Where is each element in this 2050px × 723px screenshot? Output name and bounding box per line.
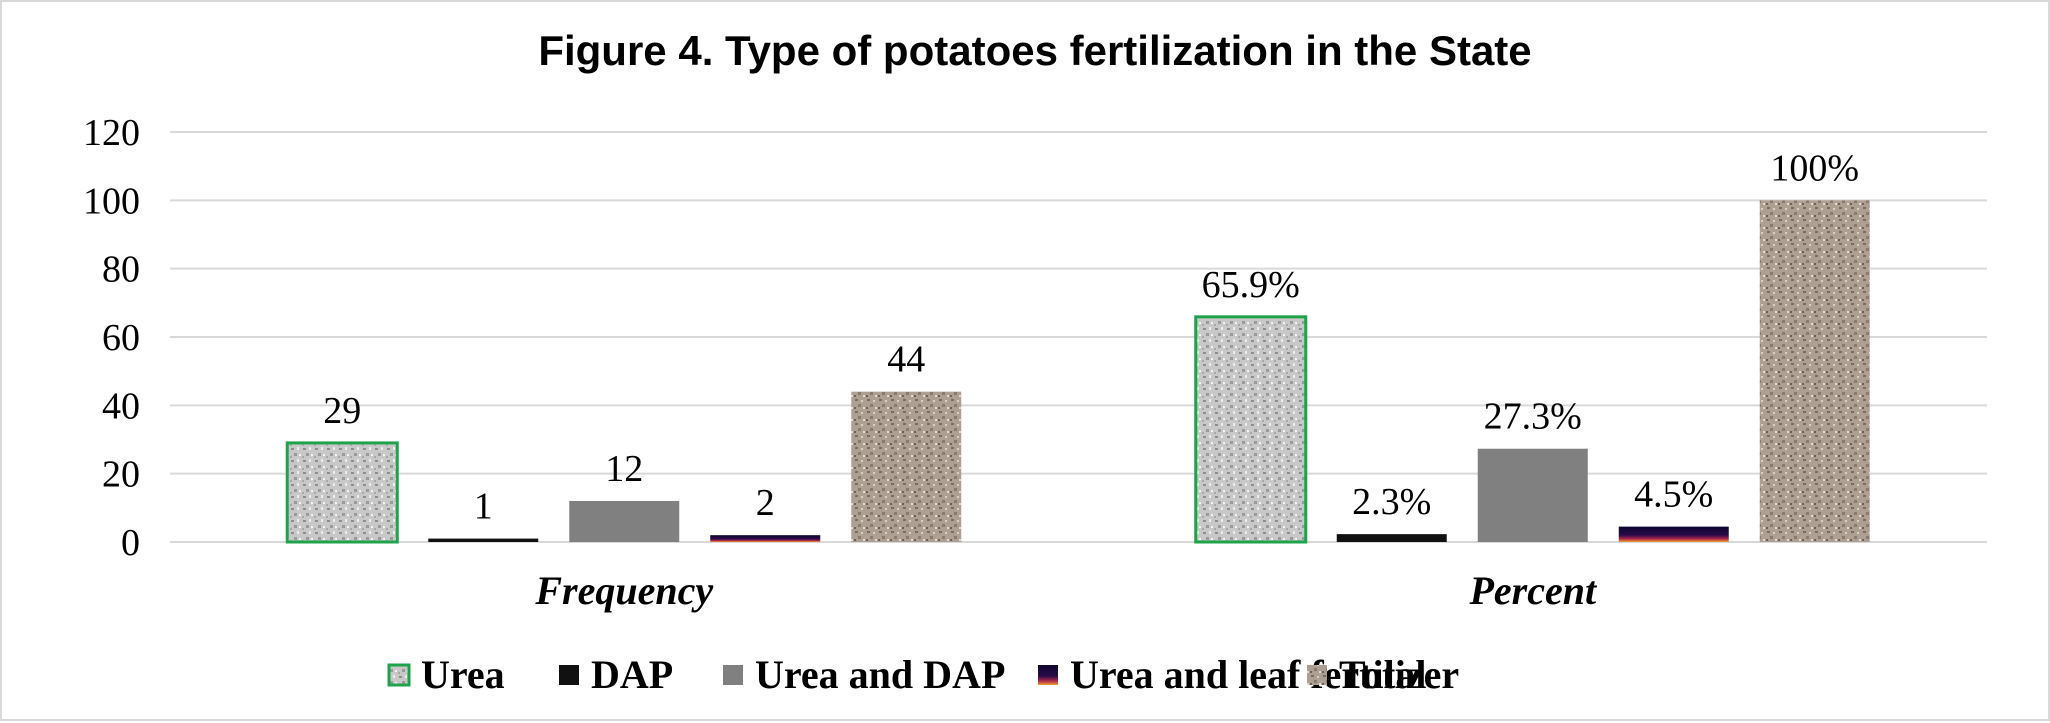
bar-dap-frequency [428, 538, 539, 542]
bar-urea-and-leaf-fertilizer-frequency [710, 535, 821, 542]
y-tick-label: 80 [102, 249, 140, 291]
bar-dap-percent [1336, 534, 1447, 542]
data-label: 27.3% [1484, 396, 1582, 438]
legend-swatch-urea-and-dap [723, 665, 743, 685]
bar-urea-and-leaf-fertilizer-percent [1618, 526, 1729, 542]
y-axis-ticks: 0 20 40 60 80 100 120 [83, 112, 140, 564]
data-label: 65.9% [1202, 264, 1300, 306]
category-label: Percent [1468, 568, 1598, 613]
legend-label: Urea and leaf fertilizer [1070, 652, 1459, 697]
legend-label: Total [1339, 652, 1426, 697]
data-label: 2 [756, 482, 775, 524]
bar-total-percent [1759, 200, 1870, 543]
data-label: 4.5% [1634, 474, 1713, 516]
data-label: 2.3% [1352, 481, 1431, 523]
category-labels: Frequency Percent [534, 568, 1598, 613]
bar-total-frequency [851, 391, 962, 542]
y-tick-label: 0 [121, 522, 140, 564]
legend-swatch-total [1307, 665, 1327, 685]
data-labels: 29 1 12 2 44 65.9% 2.3% 27.3% 4.5% 100% [323, 147, 1859, 527]
legend-swatch-urea-and-leaf-fertilizer [1038, 665, 1058, 685]
category-label: Frequency [534, 568, 713, 613]
y-tick-label: 120 [83, 112, 140, 154]
data-label: 29 [323, 390, 361, 432]
legend-swatch-dap [559, 665, 579, 685]
bar-urea-and-dap-frequency [569, 501, 680, 542]
bar-urea-frequency [285, 441, 399, 544]
legend: Urea DAP Urea and DAP Urea and leaf fertili… [387, 652, 1459, 697]
bar-urea-and-dap-percent [1477, 448, 1588, 542]
legend-label: Urea and DAP [755, 652, 1005, 697]
legend-label: DAP [591, 652, 673, 697]
data-label: 1 [474, 486, 493, 528]
gridlines [170, 131, 1987, 543]
y-tick-label: 100 [83, 180, 140, 222]
y-tick-label: 20 [102, 454, 140, 496]
chart-title: Figure 4. Type of potatoes fertilization… [538, 27, 1531, 74]
data-label: 12 [605, 448, 643, 490]
y-tick-label: 40 [102, 385, 140, 427]
bar-urea-percent [1194, 315, 1308, 544]
y-tick-label: 60 [102, 317, 140, 359]
data-label: 44 [887, 339, 925, 381]
legend-label: Urea [421, 652, 505, 697]
bars [285, 200, 1870, 544]
data-label: 100% [1770, 147, 1859, 189]
legend-swatch-urea [387, 663, 411, 687]
